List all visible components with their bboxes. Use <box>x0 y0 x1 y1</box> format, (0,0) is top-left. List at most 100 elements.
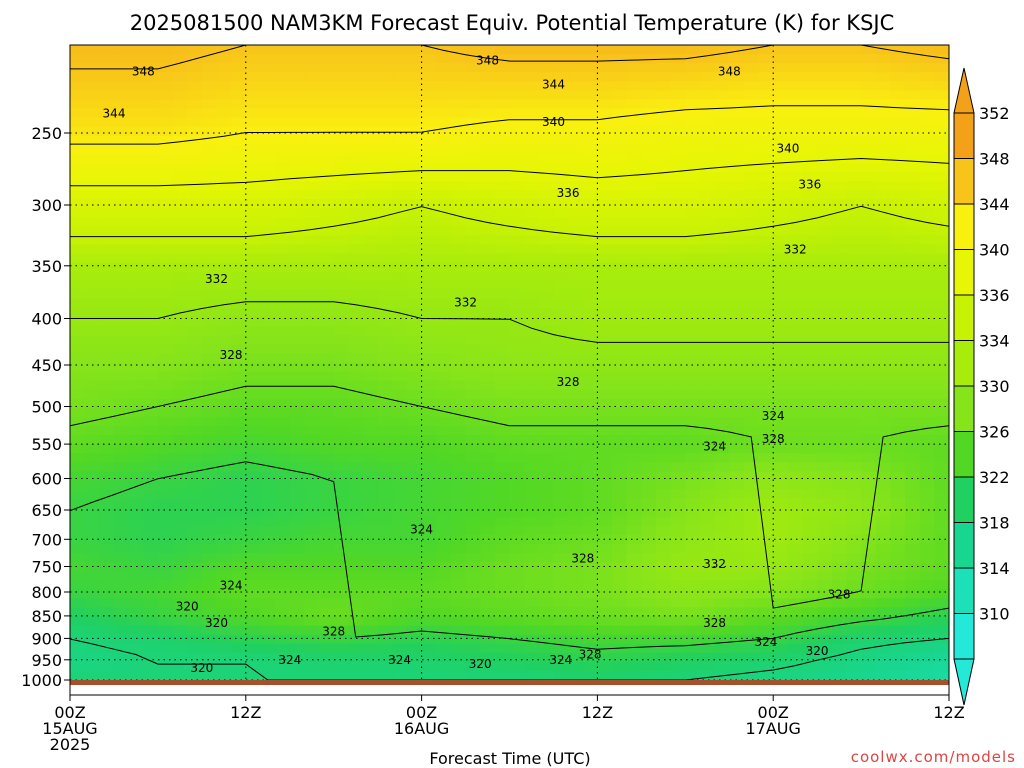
color-cell <box>905 389 921 400</box>
color-cell <box>450 416 467 427</box>
color-cell <box>641 344 657 355</box>
color-cell <box>304 344 320 355</box>
color-cell <box>436 489 452 500</box>
color-cell <box>685 63 701 73</box>
color-cell <box>582 81 598 91</box>
color-cell <box>333 190 349 200</box>
color-cell <box>304 407 320 418</box>
color-cell <box>670 543 686 554</box>
color-cell <box>641 54 657 64</box>
color-cell <box>509 144 525 155</box>
color-cell <box>919 543 935 554</box>
color-cell <box>934 498 949 509</box>
color-cell <box>861 81 877 91</box>
color-cell <box>743 217 760 228</box>
color-cell <box>348 534 364 545</box>
color-cell <box>377 598 393 609</box>
color-cell <box>831 299 848 309</box>
color-cell <box>157 208 174 218</box>
color-cell <box>421 135 437 146</box>
color-cell <box>699 344 716 355</box>
color-cell <box>524 362 540 373</box>
color-cell <box>582 90 598 101</box>
color-cell <box>553 398 569 409</box>
colorbar-top-arrow <box>953 67 975 114</box>
x-tick-label: 00Z <box>406 703 437 722</box>
color-cell <box>802 253 818 264</box>
color-cell <box>70 317 86 327</box>
color-cell <box>919 553 935 563</box>
color-cell <box>201 589 218 599</box>
color-cell <box>377 280 393 291</box>
contour-label: 320 <box>806 644 829 658</box>
color-cell <box>817 616 833 627</box>
color-cell <box>861 299 877 309</box>
color-cell <box>597 190 613 200</box>
color-cell <box>787 172 804 182</box>
color-cell <box>582 144 598 155</box>
color-cell <box>450 670 467 681</box>
color-cell <box>201 435 218 445</box>
color-cell <box>582 371 598 382</box>
color-cell <box>758 271 774 282</box>
color-cell <box>436 498 452 509</box>
color-cell <box>245 208 262 218</box>
color-cell <box>84 81 100 91</box>
color-cell <box>494 308 511 318</box>
color-cell <box>450 453 467 463</box>
color-cell <box>538 380 555 391</box>
color-cell <box>890 607 906 618</box>
color-cell <box>729 135 745 146</box>
color-cell <box>363 416 379 427</box>
contour-label: 328 <box>579 647 602 661</box>
color-cell <box>201 181 218 191</box>
color-cell <box>421 543 437 554</box>
color-cell <box>553 562 569 572</box>
color-cell <box>846 652 862 663</box>
color-cell <box>406 607 423 618</box>
color-cell <box>743 63 760 73</box>
color-cell <box>817 589 833 599</box>
color-cell <box>905 516 921 527</box>
contour-label: 344 <box>103 107 126 121</box>
color-cell <box>201 208 218 218</box>
color-cell <box>538 435 555 445</box>
color-cell <box>509 507 525 518</box>
color-cell <box>216 543 232 554</box>
color-cell <box>70 534 86 545</box>
color-cell <box>582 562 598 572</box>
color-cell <box>553 280 569 291</box>
color-cell <box>831 670 848 681</box>
color-cell <box>875 553 891 563</box>
color-cell <box>597 507 613 518</box>
color-cell <box>524 498 540 509</box>
color-cell <box>802 371 818 382</box>
color-cell <box>597 607 613 618</box>
color-cell <box>480 317 496 327</box>
color-cell <box>641 117 657 128</box>
color-cell <box>538 208 555 218</box>
color-cell <box>919 398 935 409</box>
color-cell <box>524 117 540 128</box>
color-cell <box>802 226 818 237</box>
color-cell <box>348 54 364 64</box>
color-cell <box>201 299 218 309</box>
color-cell <box>157 625 174 636</box>
color-cell <box>582 553 598 563</box>
color-cell <box>84 135 100 146</box>
contour-label: 320 <box>176 600 199 614</box>
color-cell <box>480 435 496 445</box>
color-cell <box>319 444 335 454</box>
color-cell <box>113 453 130 463</box>
color-cell <box>377 571 393 581</box>
color-cell <box>450 362 467 373</box>
color-cell <box>348 407 364 418</box>
color-cell <box>802 235 818 246</box>
color-cell <box>494 181 511 191</box>
color-cell <box>831 643 848 654</box>
color-cell <box>905 571 921 581</box>
color-cell <box>157 661 174 672</box>
color-cell <box>538 543 555 554</box>
color-cell <box>729 299 745 309</box>
color-cell <box>304 471 320 482</box>
